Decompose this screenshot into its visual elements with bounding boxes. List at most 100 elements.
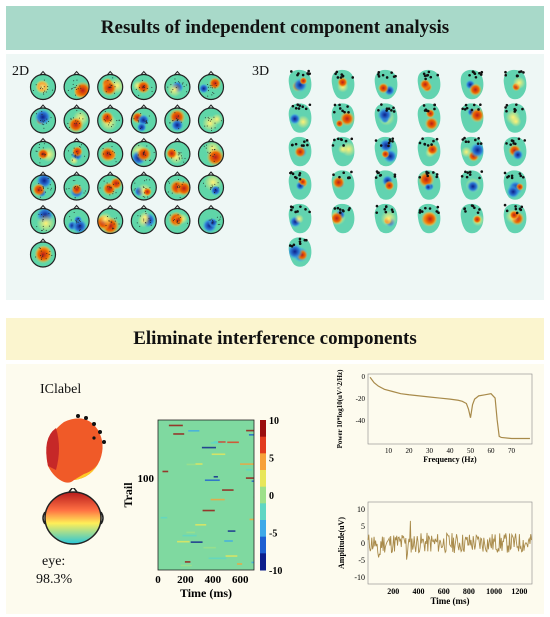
spectrum-xtick: 70 bbox=[508, 447, 516, 455]
colorbar-segment bbox=[260, 536, 266, 554]
colorbar-segment bbox=[260, 470, 266, 488]
head-3d-2 bbox=[331, 69, 355, 100]
topoplot-2d-4 bbox=[130, 70, 157, 101]
spectrum-xtick: 20 bbox=[406, 447, 414, 455]
erp-stripe bbox=[160, 516, 168, 519]
topoplot-2d-28 bbox=[130, 204, 157, 235]
erp-xtick: 0 bbox=[155, 574, 161, 586]
erp-stripe bbox=[180, 564, 192, 567]
erp-stripe bbox=[208, 557, 227, 560]
ica-title-text: Results of independent component analysi… bbox=[100, 17, 450, 38]
head-3d-13 bbox=[288, 136, 312, 167]
head-3d-7 bbox=[288, 103, 312, 133]
erp-stripe bbox=[203, 546, 216, 549]
erp-xtick: 600 bbox=[232, 574, 249, 586]
amplitude-ytick: 10 bbox=[357, 505, 365, 514]
erp-stripe bbox=[213, 475, 218, 478]
erp-stripe bbox=[246, 429, 254, 432]
section-title-eliminate: Eliminate interference components bbox=[6, 318, 544, 360]
head-3d-9 bbox=[374, 103, 398, 133]
spectrum-ytick: -20 bbox=[356, 395, 366, 403]
topoplot-2d-11 bbox=[164, 104, 191, 134]
amplitude-xtick: 1000 bbox=[486, 587, 502, 596]
spectrum-frame bbox=[367, 373, 533, 445]
component-maps bbox=[29, 69, 527, 268]
topoplot-2d-10 bbox=[130, 104, 157, 134]
head-3d-14 bbox=[331, 136, 355, 167]
topoplot-2d-19 bbox=[29, 171, 57, 201]
erp-stripe bbox=[251, 480, 254, 482]
head-3d-16 bbox=[417, 136, 441, 167]
colorbar-segment bbox=[260, 553, 266, 571]
erp-stripe bbox=[186, 463, 196, 466]
amplitude-frame bbox=[367, 501, 533, 585]
topoplot-2d-22 bbox=[130, 171, 157, 201]
amplitude-ytick: -5 bbox=[358, 556, 365, 565]
colorbar-tick: 5 bbox=[269, 454, 274, 465]
colorbar-tick: -10 bbox=[269, 566, 282, 577]
spectrum-ylabel: Power 10*log10(uV^2/Hz) bbox=[336, 369, 344, 448]
topoplot-2d-18 bbox=[197, 137, 225, 168]
head-3d-29 bbox=[460, 203, 484, 234]
erp-stripe bbox=[245, 477, 254, 479]
spectrum-xtick: 10 bbox=[385, 447, 393, 455]
erp-stripe bbox=[251, 561, 254, 564]
erp-stripe bbox=[227, 441, 239, 444]
spectrum-xtick: 40 bbox=[447, 447, 455, 455]
erp-stripe bbox=[225, 555, 238, 557]
label-2d: 2D bbox=[12, 64, 30, 79]
topoplot-2d-7 bbox=[29, 104, 57, 134]
spectrum-xtick: 60 bbox=[488, 447, 496, 455]
amplitude-chart: 200 400 600 800 1000 1200 10 5 0 -5 -10 Time (ms) Am… bbox=[337, 501, 533, 606]
topoplot-2d-31 bbox=[29, 238, 57, 268]
eliminate-title-text: Eliminate interference components bbox=[133, 328, 417, 349]
topoplot-2d-9 bbox=[97, 104, 124, 134]
iclabel-label: IClabel bbox=[40, 382, 82, 397]
ica-panel: 2D 3D bbox=[6, 54, 544, 300]
erp-stripe bbox=[222, 489, 234, 491]
erp-stripe bbox=[210, 498, 225, 501]
erp-stripe bbox=[224, 540, 233, 542]
erp-stripe bbox=[218, 441, 226, 443]
erp-stripe bbox=[188, 430, 200, 432]
erp-background bbox=[158, 420, 254, 570]
amplitude-ytick: 5 bbox=[361, 522, 365, 531]
head-3d-23 bbox=[460, 170, 484, 200]
erp-stripe bbox=[248, 434, 254, 436]
topoplot-2d-12 bbox=[197, 104, 225, 134]
erp-stripe bbox=[177, 540, 190, 543]
colorbar-segment bbox=[260, 503, 266, 521]
erp-stripe bbox=[201, 446, 216, 449]
colorbar-segment bbox=[260, 486, 266, 504]
erp-frame bbox=[157, 419, 255, 571]
head-3d-20 bbox=[331, 170, 355, 200]
amplitude-xtick: 200 bbox=[387, 587, 399, 596]
spectrum-ytick: 0 bbox=[362, 373, 366, 381]
head-3d-1 bbox=[288, 69, 312, 100]
topoplot-2d-23 bbox=[164, 171, 191, 201]
topoplot-2d-3 bbox=[97, 70, 124, 101]
head-2d-eye-component bbox=[42, 488, 104, 545]
erp-stripe bbox=[204, 479, 220, 482]
topoplot-2d-16 bbox=[130, 137, 157, 168]
erp-stripe bbox=[184, 561, 191, 563]
eye-probability: 98.3% bbox=[36, 572, 73, 587]
colorbar-segment bbox=[260, 436, 266, 454]
topoplot-2d-20 bbox=[63, 171, 90, 201]
amplitude-ytick: -10 bbox=[354, 573, 365, 582]
erp-xlabel: Time (ms) bbox=[180, 586, 232, 600]
erp-xtick: 400 bbox=[205, 574, 222, 586]
amplitude-series-line bbox=[367, 520, 532, 560]
head-3d-3 bbox=[374, 69, 398, 100]
erp-stripe bbox=[202, 509, 215, 512]
amplitude-xtick: 600 bbox=[438, 587, 450, 596]
amplitude-xtick: 1200 bbox=[511, 587, 527, 596]
head-3d-12 bbox=[503, 103, 527, 133]
eliminate-panel: IClabel eye: 98.3% 0 200 400 600 Time (ms) 10… bbox=[6, 364, 544, 614]
erp-stripe bbox=[195, 524, 207, 526]
amplitude-xlabel: Time (ms) bbox=[430, 596, 469, 606]
erp-stripe bbox=[227, 530, 236, 532]
colorbar-tick: -5 bbox=[269, 529, 277, 540]
topoplot-2d-8 bbox=[63, 104, 90, 134]
